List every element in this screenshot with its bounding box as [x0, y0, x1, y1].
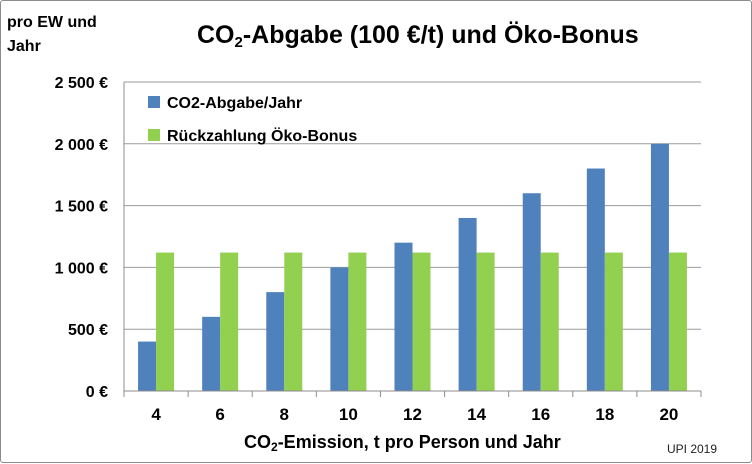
source-note: UPI 2019: [667, 442, 718, 456]
x-tick-label: 14: [467, 405, 486, 424]
y-tick-label: 1 500 €: [55, 199, 108, 216]
y-tick-label: 0 €: [86, 384, 108, 401]
x-tick-label: 6: [215, 405, 224, 424]
bar-co2-abgabe: [330, 267, 349, 391]
x-tick-label: 12: [403, 405, 422, 424]
x-axis-label-rest: -Emission, t pro Person und Jahr: [277, 432, 561, 452]
chart-title: CO2-Abgabe (100 €/t) und Öko-Bonus: [197, 21, 639, 51]
x-tick-label: 20: [659, 405, 678, 424]
y-tick-label: 2 000 €: [55, 137, 108, 154]
bar-co2-abgabe: [650, 143, 669, 391]
bar-oeko-bonus: [476, 252, 495, 391]
bar-oeko-bonus: [412, 252, 431, 391]
bar-co2-abgabe: [266, 292, 285, 391]
bar-co2-abgabe: [138, 341, 157, 391]
bar-oeko-bonus: [348, 252, 367, 391]
bar-oeko-bonus: [668, 252, 687, 391]
bar-co2-abgabe: [586, 168, 605, 391]
x-tick-label: 16: [531, 405, 550, 424]
y-tick-label: 500 €: [68, 322, 108, 339]
legend-label: CO2-Abgabe/Jahr: [167, 95, 302, 112]
y-tick-label: 1 000 €: [55, 260, 108, 277]
x-axis-label: CO2-Emission, t pro Person und Jahr: [244, 432, 561, 454]
title-subscript: 2: [234, 34, 243, 51]
legend-swatch: [148, 129, 160, 141]
x-tick-label: 4: [151, 405, 161, 424]
x-tick-label: 18: [595, 405, 614, 424]
x-tick-label: 10: [339, 405, 358, 424]
legend-swatch: [148, 96, 160, 108]
title-rest: -Abgabe (100 €/t) und Öko-Bonus: [242, 21, 639, 49]
y-tick-label: 2 500 €: [55, 75, 108, 92]
y-axis-label-line-1: pro EW und: [7, 14, 97, 31]
bar-co2-abgabe: [394, 242, 413, 391]
y-axis-label: pro EW und Jahr: [7, 11, 97, 59]
y-axis-label-line-2: Jahr: [7, 38, 41, 55]
x-tick-label: 8: [280, 405, 289, 424]
bar-co2-abgabe: [522, 193, 541, 391]
legend-label: Rückzahlung Öko-Bonus: [167, 126, 357, 145]
bar-oeko-bonus: [156, 252, 175, 391]
x-axis-label-subscript: 2: [271, 440, 278, 454]
bar-co2-abgabe: [202, 316, 221, 391]
bar-oeko-bonus: [220, 252, 239, 391]
title-main: CO: [197, 21, 235, 49]
x-axis-label-main: CO: [244, 432, 271, 452]
bar-oeko-bonus: [540, 252, 559, 391]
bar-oeko-bonus: [284, 252, 303, 391]
bar-oeko-bonus: [604, 252, 623, 391]
bar-co2-abgabe: [458, 217, 477, 391]
